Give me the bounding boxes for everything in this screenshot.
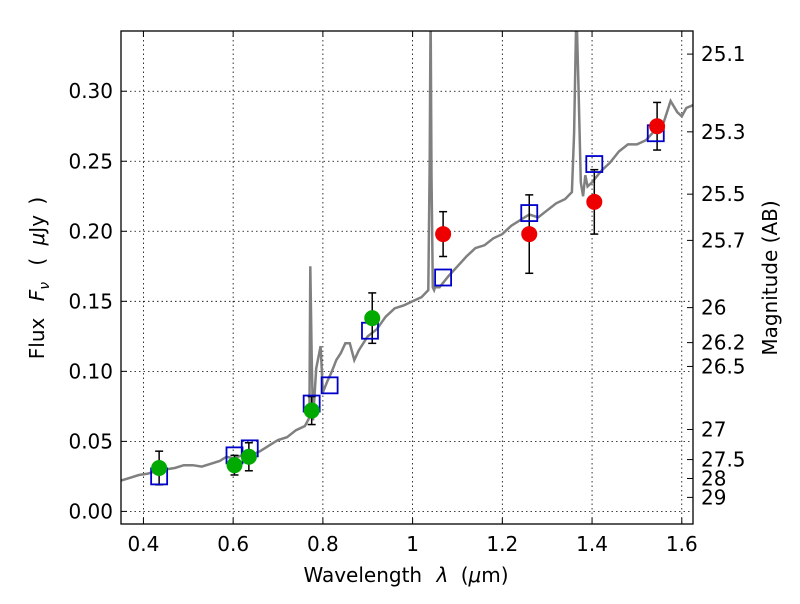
y-axis-subscript: ν bbox=[37, 282, 53, 290]
plot-frame bbox=[120, 30, 694, 525]
y-axis-title-text: Flux bbox=[25, 317, 49, 359]
observed-flux-point bbox=[151, 459, 168, 476]
right-tick-label: 26 bbox=[701, 296, 726, 320]
observed-flux-point bbox=[226, 457, 243, 474]
y-tick-label: 0.05 bbox=[68, 429, 113, 453]
right-tick-label: 25.5 bbox=[701, 182, 746, 206]
axis-ticks: 0.4 0.6 0.8 1 1.2 1.4 1.6 0.00 0.05 0.10 0.15 0.20 0… bbox=[68, 31, 746, 556]
x-axis-title: Wavelength λ (μm) bbox=[303, 563, 508, 587]
y-axis-unit-rest: Jy bbox=[25, 215, 49, 235]
x-axis-title-text: Wavelength bbox=[303, 563, 422, 587]
y-tick-label: 0.25 bbox=[68, 149, 113, 173]
x-tick-label: 1.6 bbox=[666, 532, 698, 556]
y-axis-unit-open: ( bbox=[25, 258, 49, 266]
model-photometry-square bbox=[434, 268, 453, 287]
observed-flux-point bbox=[521, 226, 538, 243]
right-tick-label: 26.2 bbox=[701, 331, 746, 355]
x-axis-lambda: λ bbox=[435, 563, 448, 587]
y-tick-label: 0.20 bbox=[68, 219, 113, 243]
y-axis-unit-mu: μ bbox=[25, 233, 49, 247]
observed-flux-point bbox=[364, 310, 381, 327]
model-photometry-square bbox=[320, 376, 339, 395]
right-tick-label: 26.5 bbox=[701, 354, 746, 378]
right-tick-label: 29 bbox=[701, 485, 726, 509]
observed-flux-point bbox=[435, 226, 452, 243]
y-tick-label: 0.10 bbox=[68, 359, 113, 383]
y-axis-unit-close: ) bbox=[25, 197, 49, 205]
y-axis-title: Flux Fν ( μJy ) bbox=[25, 197, 54, 359]
y-axis-symbol: F bbox=[25, 289, 49, 301]
observed-flux-point bbox=[240, 448, 257, 465]
right-tick-label: 27 bbox=[701, 417, 726, 441]
observed-flux-point bbox=[649, 118, 666, 135]
right-axis-title: Magnitude (AB) bbox=[758, 200, 782, 355]
model-photometry-square bbox=[585, 155, 604, 173]
plot-area bbox=[121, 31, 693, 486]
data-markers bbox=[150, 118, 666, 486]
y-tick-label: 0.15 bbox=[68, 289, 113, 313]
x-tick-label: 0.4 bbox=[128, 532, 160, 556]
right-tick-label: 25.3 bbox=[701, 120, 746, 144]
right-tick-label: 27.5 bbox=[701, 448, 746, 472]
x-axis-unit-rest: m) bbox=[481, 563, 508, 587]
observed-flux-point bbox=[586, 193, 603, 210]
x-tick-label: 0.6 bbox=[217, 532, 249, 556]
right-tick-label: 28 bbox=[701, 466, 726, 490]
y-tick-label: 0.00 bbox=[68, 499, 113, 523]
x-tick-label: 1 bbox=[406, 532, 419, 556]
x-tick-label: 0.8 bbox=[307, 532, 339, 556]
model-photometry-square bbox=[520, 204, 539, 222]
x-tick-label: 1.4 bbox=[576, 532, 608, 556]
right-tick-label: 25.1 bbox=[701, 42, 746, 66]
right-tick-label: 25.7 bbox=[701, 228, 746, 252]
x-tick-label: 1.2 bbox=[486, 532, 518, 556]
x-axis-unit-mu: μ bbox=[468, 563, 482, 587]
grid-lines bbox=[121, 31, 693, 524]
x-axis-unit-open: ( bbox=[461, 563, 469, 587]
observed-flux-point bbox=[303, 402, 320, 419]
y-tick-label: 0.30 bbox=[68, 79, 113, 103]
